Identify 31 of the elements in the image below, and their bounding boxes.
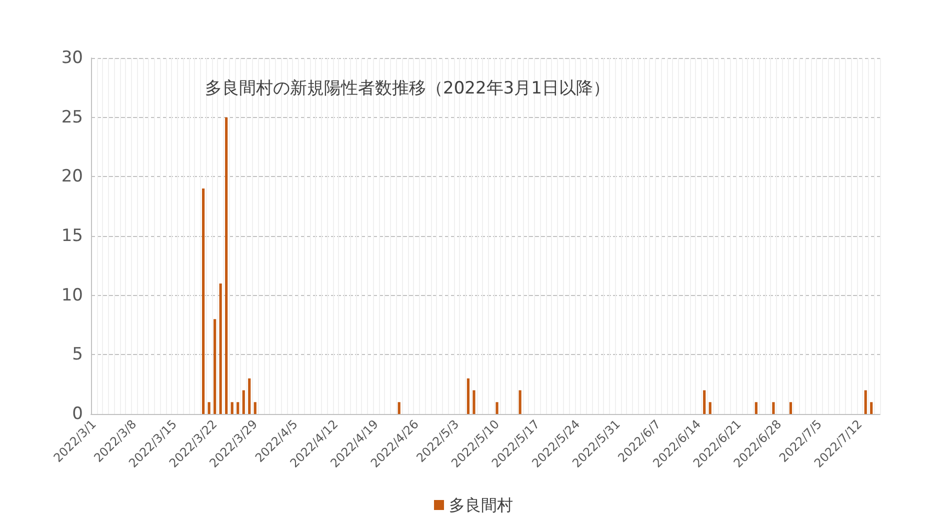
y-tick-label: 30 <box>61 48 83 68</box>
bar <box>708 402 712 414</box>
text: 多良間村の新規陽性者数推移（2022年3月1日以降） <box>205 78 610 98</box>
bar <box>864 390 867 414</box>
y-tick-label: 0 <box>72 404 83 424</box>
bar <box>789 402 792 414</box>
bar <box>472 390 476 414</box>
bar <box>242 390 245 414</box>
bar <box>202 188 205 414</box>
y-tick-label: 5 <box>72 344 83 365</box>
legend-label: 多良間村 <box>449 496 513 514</box>
bar <box>208 402 210 414</box>
bar <box>466 378 470 414</box>
y-tick-label: 10 <box>61 285 83 306</box>
bar <box>870 402 873 414</box>
bar <box>496 402 498 414</box>
bar <box>772 402 775 414</box>
bar <box>703 390 706 414</box>
bar <box>225 117 228 414</box>
y-tick-label: 20 <box>61 166 83 187</box>
bar <box>214 319 216 414</box>
bar <box>219 283 222 414</box>
bar <box>398 402 400 414</box>
bar <box>754 402 758 414</box>
bar <box>236 402 240 414</box>
bar <box>230 402 234 414</box>
y-tick-label: 25 <box>61 107 83 128</box>
bar <box>254 402 256 414</box>
y-tick-label: 15 <box>61 226 83 246</box>
bar <box>248 378 251 414</box>
bar <box>518 390 522 414</box>
